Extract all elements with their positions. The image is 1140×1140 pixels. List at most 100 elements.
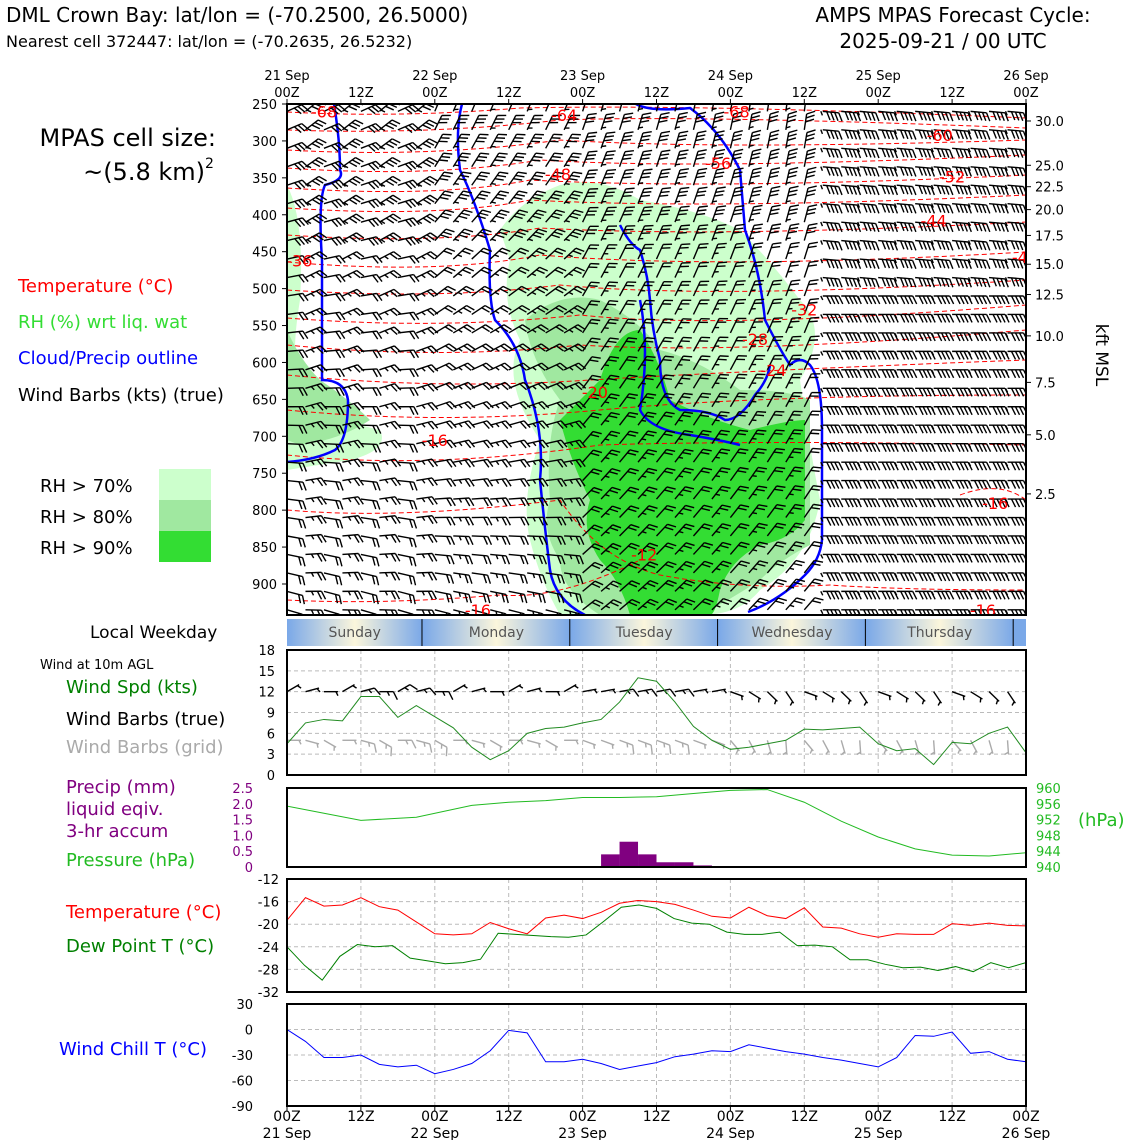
barb-flag (301, 217, 309, 226)
barb-half-flag (787, 270, 793, 273)
barb-flag (790, 241, 800, 245)
barb-staff (397, 590, 414, 597)
barb-staff (305, 515, 322, 519)
barb-staff (508, 152, 518, 168)
barb-flag (734, 246, 744, 249)
barb-flag (486, 401, 494, 409)
barb-flag (505, 574, 510, 584)
barb-flag (624, 150, 634, 153)
barb-flag (838, 572, 844, 582)
barb-flag (912, 461, 918, 471)
barb-staff (379, 382, 395, 389)
barb-staff (287, 198, 303, 205)
barb-flag (889, 149, 895, 158)
barb-flag (826, 461, 832, 471)
barb-staff (637, 300, 647, 315)
barb-staff (785, 317, 793, 334)
barb-flag (589, 396, 599, 400)
barb-flag (793, 391, 803, 394)
barb-flag (775, 581, 785, 586)
wind-barb (618, 131, 634, 149)
barb-flag (701, 563, 711, 568)
barb-staff (397, 479, 414, 483)
barb-flag (586, 232, 596, 235)
barb-staff (655, 207, 664, 223)
barb-staff (527, 572, 544, 576)
barb-flag (430, 269, 439, 277)
barb-flag (893, 241, 899, 251)
barb-flag (542, 478, 549, 487)
barb-flag (881, 129, 887, 139)
wind-barb (841, 276, 862, 288)
barb-staff (748, 336, 757, 352)
barb-flag (647, 449, 657, 453)
barb-flag (852, 572, 858, 582)
barb-staff (841, 221, 858, 225)
barb-staff (878, 184, 895, 188)
barb-flag (352, 178, 361, 184)
barb-flag (643, 187, 653, 190)
barb-flag (826, 517, 832, 526)
barb-flag (464, 574, 469, 584)
barb-staff (287, 236, 303, 242)
barb-flag (588, 266, 598, 269)
barb-flag (391, 119, 401, 125)
barb-flag (390, 515, 397, 525)
barb-flag (412, 538, 417, 548)
barb-staff (748, 560, 760, 574)
wind-barb (508, 190, 528, 205)
wind-barb (878, 590, 899, 600)
barb-flag (867, 498, 873, 508)
wind-barb (452, 228, 474, 242)
barb-flag (844, 166, 850, 176)
barb-staff (618, 207, 627, 223)
wind-barb (305, 458, 328, 468)
barb-flag (664, 563, 674, 569)
wind-barb (618, 374, 638, 389)
barb-flag (930, 186, 936, 196)
barb-flag (331, 238, 339, 246)
barb-staff (711, 523, 723, 537)
wind-barb (434, 152, 453, 168)
wind-barb (508, 343, 531, 352)
barb-flag (320, 458, 328, 467)
barb-flag (756, 563, 766, 567)
barb-flag (538, 574, 543, 584)
barb-staff (397, 572, 414, 578)
barb-flag (404, 182, 413, 190)
barb-flag (700, 489, 710, 493)
barb-staff (323, 479, 340, 483)
barb-half-flag (417, 165, 423, 169)
barb-flag (627, 452, 637, 456)
barb-staff (785, 578, 797, 592)
barb-staff (287, 461, 304, 464)
wind-barb (894, 166, 917, 177)
barb-flag (863, 148, 868, 158)
wind-barb (748, 336, 765, 352)
barb-flag (311, 198, 321, 205)
wind-barb (305, 401, 328, 411)
barb-staff (526, 247, 540, 260)
barb-flag (875, 369, 881, 379)
barb-half-flag (565, 201, 570, 204)
barb-flag (320, 515, 327, 524)
barb-flag (478, 155, 488, 159)
barb-flag (505, 478, 512, 487)
barb-staff (527, 553, 544, 557)
barb-staff (822, 110, 839, 114)
barb-staff (618, 263, 628, 278)
barb-flag (649, 579, 659, 585)
barb-staff (416, 571, 433, 574)
barb-flag (607, 322, 617, 325)
barb-flag (772, 320, 782, 323)
barb-flag (907, 149, 913, 158)
barb-half-flag (565, 164, 570, 167)
barb-flag (500, 209, 510, 214)
barb-flag (352, 215, 361, 222)
barb-flag (665, 430, 676, 434)
wind-barb (820, 479, 844, 489)
barb-flag (608, 415, 618, 419)
barb-flag (904, 424, 910, 434)
barb-flag (390, 365, 398, 373)
wind-barb (803, 104, 814, 112)
